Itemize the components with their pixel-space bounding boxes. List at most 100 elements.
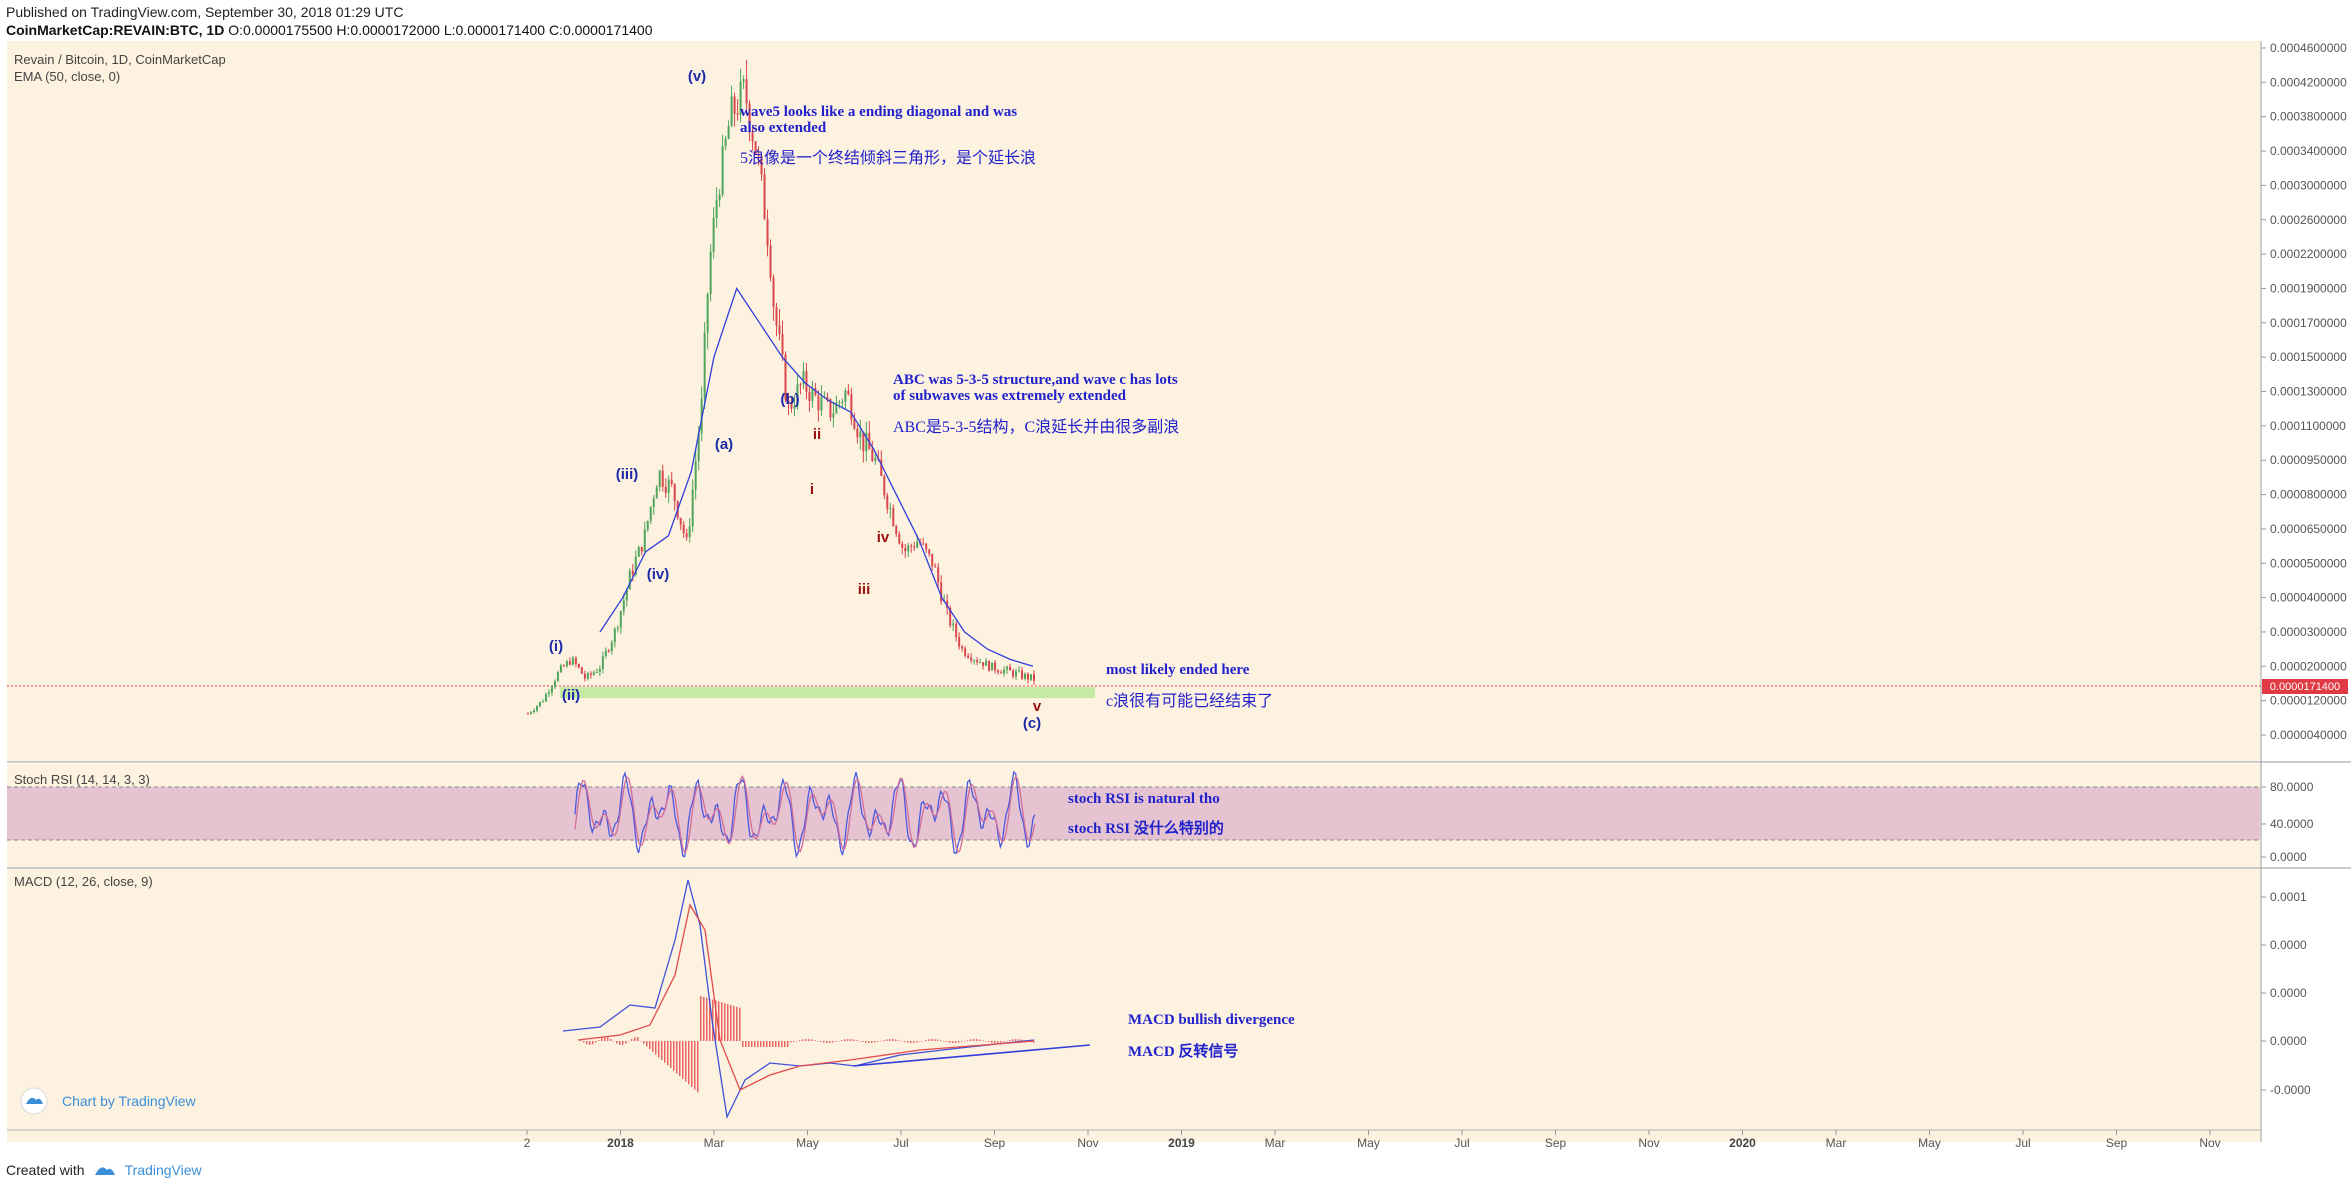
macd-note-zh: MACD 反转信号 (1128, 1042, 1238, 1060)
macd-bar (997, 1041, 999, 1043)
macd-title: MACD (12, 26, close, 9) (14, 874, 153, 889)
candle-body (883, 475, 886, 496)
candle-body (625, 589, 628, 601)
candle-body (961, 646, 964, 649)
wave-label: i (810, 481, 814, 498)
macd-bar (967, 1039, 969, 1041)
candle-body (736, 113, 739, 115)
rsi-band (7, 787, 2260, 840)
macd-bar (889, 1039, 891, 1041)
macd-bar (697, 1041, 699, 1093)
stoch-rsi-d-line[interactable] (574, 774, 1036, 855)
macd-bar (685, 1041, 687, 1082)
candle-body (814, 388, 817, 396)
macd-bar (646, 1041, 648, 1047)
macd-bar (958, 1041, 960, 1043)
macd-bar (721, 1002, 723, 1041)
candle-body (580, 667, 583, 674)
candle-body (527, 713, 529, 715)
candle-body (1009, 666, 1012, 671)
candle-body (529, 712, 532, 714)
macd-bar (604, 1037, 606, 1041)
ema-line[interactable] (599, 287, 1034, 667)
macd-axis[interactable]: 0.0001 0.0000 0.0000 0.0000 -0.0000 (2261, 890, 2311, 1097)
price-tick-label: 0.0003800000 (2270, 110, 2347, 124)
macd-bar (781, 1041, 783, 1047)
macd-bar (610, 1039, 612, 1041)
tradingview-logo-icon (94, 1167, 115, 1175)
macd-bar (934, 1039, 936, 1041)
macd-bar (748, 1041, 750, 1047)
candle-body (658, 470, 661, 487)
macd-bar (1015, 1039, 1017, 1041)
wave-label: iii (858, 581, 871, 598)
macd-bar (868, 1041, 870, 1043)
divergence-trendline[interactable] (852, 1044, 1091, 1067)
chart-by-tradingview-badge[interactable]: Chart by TradingView (20, 1087, 196, 1115)
macd-bar (811, 1039, 813, 1041)
macd-bar (835, 1041, 837, 1042)
candle-body (622, 600, 625, 612)
candle-body (856, 428, 859, 438)
candle-body (742, 79, 745, 82)
candle-body (712, 217, 715, 252)
candle-body (760, 156, 763, 175)
macd-bar (886, 1039, 888, 1041)
candle-body (667, 479, 670, 493)
macd-line[interactable] (562, 879, 1035, 1120)
macd-bar (952, 1041, 954, 1043)
macd-bar (664, 1041, 666, 1063)
last-price-tag (2262, 679, 2348, 694)
rsi-axis[interactable]: 80.0000 40.0000 0.0000 (2261, 780, 2314, 864)
macd-bar (673, 1041, 675, 1071)
macd-bar (814, 1040, 816, 1041)
macd-tick-label: -0.0000 (2270, 1083, 2311, 1097)
macd-bar (901, 1041, 903, 1042)
macd-bar (763, 1041, 765, 1047)
candle-body (901, 543, 904, 549)
wave-label: (iii) (616, 466, 639, 483)
candle-body (715, 200, 718, 218)
stoch-rsi-k-line[interactable] (574, 770, 1036, 859)
macd-histogram[interactable] (580, 996, 1035, 1093)
macd-bar (985, 1041, 987, 1042)
macd-bar (991, 1041, 993, 1043)
macd-bar (631, 1038, 633, 1041)
candle-body (895, 526, 898, 535)
candle-body (988, 661, 991, 671)
macd-signal-line[interactable] (577, 903, 1035, 1091)
time-axis[interactable]: 2 2018 Mar May Jul Sep Nov 2019 Mar May Jul Sep Nov 2… (524, 1130, 2221, 1150)
candle-body (844, 390, 847, 402)
macd-bar (667, 1041, 669, 1066)
time-tick-label: Jul (1454, 1136, 1469, 1150)
wave5-note-zh: 5浪像是一个终结倾斜三角形，是个延长浪 (740, 149, 1036, 167)
candle-body (532, 710, 535, 713)
price-axis[interactable]: 0.0004600000 0.0004200000 0.0003800000 0.00… (2261, 41, 2347, 742)
candle-body (538, 701, 541, 707)
time-tick-label: Mar (704, 1136, 725, 1150)
candle-body (796, 384, 799, 407)
macd-bar (805, 1039, 807, 1041)
macd-bar (823, 1041, 825, 1043)
last-price-value: 0.0000171400 (2270, 681, 2340, 693)
macd-bar (793, 1041, 795, 1042)
candle-body (931, 553, 934, 567)
macd-bar (637, 1037, 639, 1041)
candle-series[interactable] (527, 59, 1035, 715)
tradingview-link[interactable]: TradingView (124, 1162, 202, 1178)
macd-bar (598, 1040, 600, 1041)
tradingview-cloud-icon (26, 1097, 43, 1104)
macd-bar (712, 999, 714, 1041)
macd-bar (592, 1041, 594, 1045)
macd-bar (715, 1000, 717, 1041)
candle-body (607, 650, 610, 652)
candle-body (1030, 674, 1033, 680)
macd-bar (580, 1040, 582, 1041)
candle-body (862, 431, 865, 452)
macd-bar (802, 1039, 804, 1041)
candle-body (967, 655, 970, 658)
candle-body (739, 81, 742, 115)
candle-body (592, 672, 595, 675)
